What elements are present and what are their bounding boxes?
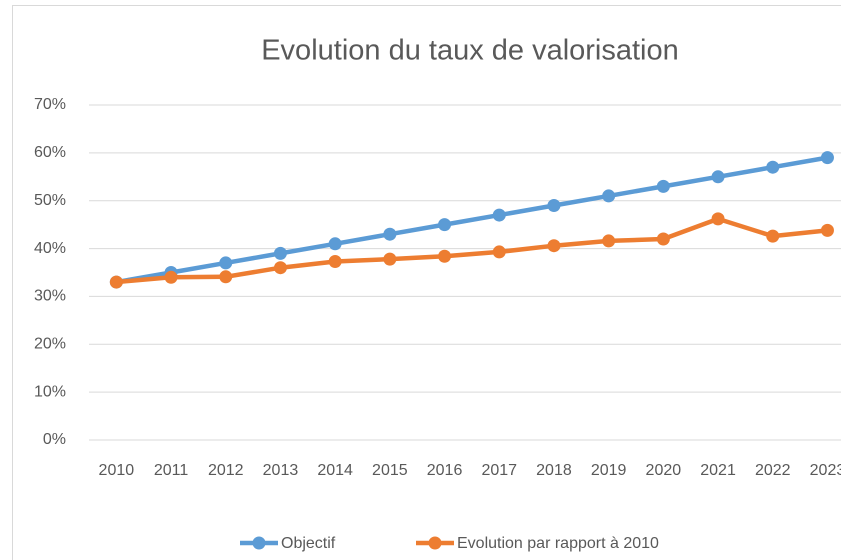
x-tick-label: 2010 bbox=[99, 462, 135, 479]
data-point bbox=[328, 254, 342, 268]
x-tick-label: 2019 bbox=[591, 462, 627, 479]
x-tick-label: 2011 bbox=[154, 462, 189, 479]
y-tick-label: 0% bbox=[43, 431, 66, 448]
data-point bbox=[766, 160, 780, 174]
data-point bbox=[547, 239, 561, 253]
y-tick-label: 30% bbox=[34, 288, 66, 305]
x-tick-label: 2020 bbox=[646, 462, 682, 479]
data-point bbox=[766, 229, 780, 243]
series-line bbox=[116, 216, 828, 285]
legend-label: Evolution par rapport à 2010 bbox=[457, 535, 659, 552]
data-point bbox=[273, 246, 287, 260]
series-line bbox=[115, 155, 828, 285]
data-point bbox=[820, 223, 834, 237]
data-point bbox=[602, 189, 616, 203]
x-tick-label: 2022 bbox=[755, 462, 791, 479]
x-tick-label: 2021 bbox=[700, 462, 736, 479]
x-tick-label: 2015 bbox=[372, 462, 408, 479]
data-point bbox=[383, 252, 397, 266]
y-tick-label: 60% bbox=[34, 144, 66, 161]
data-point bbox=[383, 227, 397, 241]
data-point bbox=[273, 261, 287, 275]
y-tick-label: 10% bbox=[34, 383, 66, 400]
legend-marker bbox=[428, 536, 442, 550]
y-tick-label: 40% bbox=[34, 240, 66, 257]
data-point bbox=[656, 179, 670, 193]
data-point bbox=[328, 237, 342, 251]
y-tick-label: 20% bbox=[34, 336, 66, 353]
y-tick-label: 70% bbox=[34, 96, 66, 113]
legend-marker bbox=[252, 536, 266, 550]
y-tick-label: 50% bbox=[34, 192, 66, 209]
data-point bbox=[711, 170, 725, 184]
data-point bbox=[219, 270, 233, 284]
data-point bbox=[109, 275, 123, 289]
data-point bbox=[438, 249, 452, 263]
x-tick-label: 2018 bbox=[536, 462, 572, 479]
data-point bbox=[656, 232, 670, 246]
x-tick-label: 2012 bbox=[208, 462, 244, 479]
data-point bbox=[820, 151, 834, 165]
x-tick-label: 2013 bbox=[263, 462, 299, 479]
x-tick-label: 2017 bbox=[481, 462, 517, 479]
legend-label: Objectif bbox=[281, 535, 336, 552]
x-tick-label: 2016 bbox=[427, 462, 463, 479]
data-point bbox=[492, 208, 506, 222]
data-point bbox=[164, 270, 178, 284]
x-tick-label: 2014 bbox=[317, 462, 353, 479]
data-point bbox=[492, 245, 506, 259]
data-point bbox=[602, 234, 616, 248]
chart-title: Evolution du taux de valorisation bbox=[261, 35, 679, 67]
data-point bbox=[219, 256, 233, 270]
data-point bbox=[547, 199, 561, 212]
data-point bbox=[438, 218, 452, 232]
chart-frame bbox=[12, 5, 841, 560]
x-tick-label: 2023 bbox=[810, 462, 841, 479]
data-point bbox=[711, 212, 725, 226]
